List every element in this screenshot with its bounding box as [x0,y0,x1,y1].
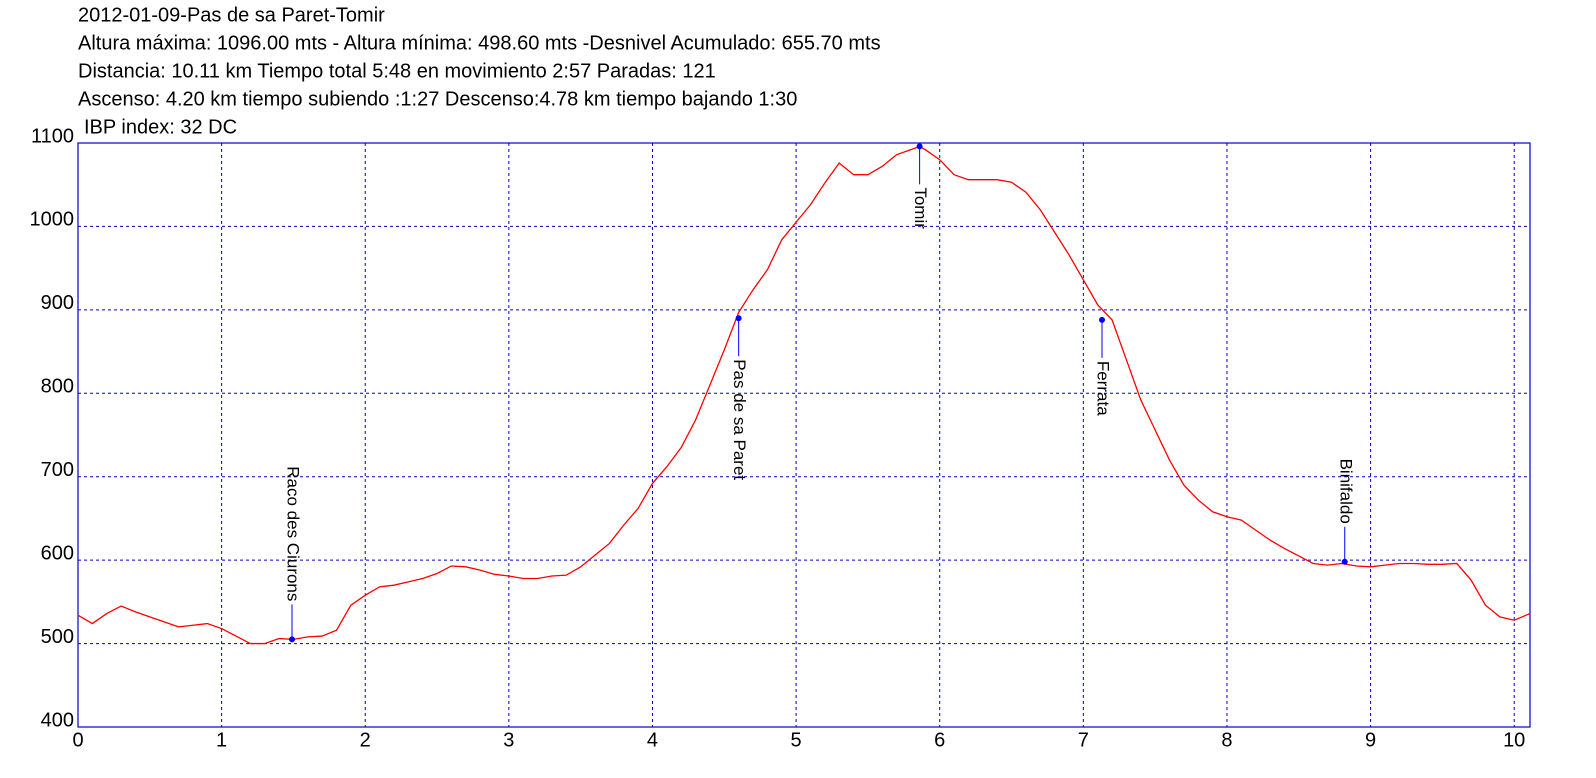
x-tick-label: 10 [1503,729,1525,751]
waypoint: Raco des Ciurons [284,466,303,643]
x-tick-label: 3 [503,729,514,751]
info-line: Distancia: 10.11 km Tiempo total 5:48 en… [78,60,716,82]
y-tick-label: 900 [41,292,74,314]
waypoint: Binifaldo [1336,459,1355,565]
y-tick-label: 400 [41,709,74,731]
waypoint: Ferrata [1094,316,1113,416]
waypoint: Pas de sa Paret [730,315,749,480]
info-line: Altura máxima: 1096.00 mts - Altura míni… [78,32,881,54]
x-tick-label: 2 [360,729,371,751]
waypoint: Tomir [911,143,930,229]
x-tick-label: 9 [1365,729,1376,751]
y-tick-label: 800 [41,376,74,398]
waypoint-marker [735,315,742,322]
waypoint-marker [916,143,923,150]
y-tick-label: 1000 [30,209,75,231]
waypoint-marker [1099,316,1106,323]
waypoint-label: Raco des Ciurons [284,466,303,601]
elevation-line [77,145,1531,645]
waypoint-label: Pas de sa Paret [730,359,749,480]
x-tick-label: 7 [1078,729,1089,751]
waypoint-label: Binifaldo [1336,459,1355,524]
y-tick-label: 500 [41,626,74,648]
plot-border [77,142,1531,728]
x-tick-label: 1 [216,729,227,751]
x-tick-label: 5 [791,729,802,751]
waypoint-label: Ferrata [1094,361,1113,416]
x-tick-label: 4 [647,729,658,751]
waypoint-marker [288,636,295,643]
y-tick-label: 700 [41,459,74,481]
chart-title: 2012-01-09-Pas de sa Paret-Tomir [78,4,385,26]
x-tick-label: 0 [72,729,83,751]
x-tick-label: 6 [934,729,945,751]
info-line: IBP index: 32 DC [84,116,237,138]
waypoint-marker [1341,558,1348,565]
y-tick-label: 600 [41,542,74,564]
y-tick-label: 1100 [31,125,74,147]
info-line: Ascenso: 4.20 km tiempo subiendo :1:27 D… [78,88,797,110]
waypoint-label: Tomir [911,187,930,229]
x-tick-label: 8 [1221,729,1232,751]
